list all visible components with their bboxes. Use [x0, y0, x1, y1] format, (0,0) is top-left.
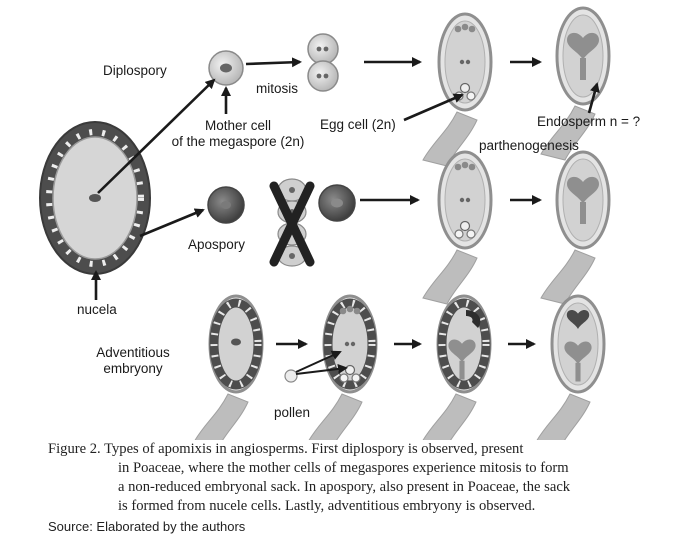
- label-mother-cell: Mother cell of the megaspore (2n): [156, 118, 320, 149]
- label-adventitious-line1: Adventitious: [96, 345, 170, 360]
- arrow-pollen-to-egg-1: [295, 350, 342, 373]
- apomixis-diagram: [39, 6, 611, 440]
- caption-line-2: in Poaceae, where the mother cells of me…: [118, 460, 569, 476]
- adventitious-ovule-3: [420, 294, 492, 440]
- arrow-mother-to-mitosis: [245, 57, 302, 68]
- figure-caption: Figure 2. Types of apomixis in angiosper…: [48, 440, 668, 516]
- label-mitosis: mitosis: [256, 81, 299, 96]
- apospory-initial-cell: [318, 184, 356, 222]
- arrows: [91, 57, 600, 375]
- mother-cell-megaspore: [208, 50, 244, 86]
- arrow-pointer-egg-cell: [403, 93, 464, 122]
- label-apospory: Apospory: [188, 237, 246, 252]
- apospory-embryo-sac: [421, 150, 493, 306]
- source-note: Source: Elaborated by the authors: [48, 519, 246, 534]
- label-endosperm: Endosperm n = ?: [537, 114, 641, 129]
- adventitious-ovule-1: [192, 294, 264, 440]
- adventitious-ovule-4: [534, 294, 606, 440]
- arrow-pollen-to-egg-2: [295, 363, 348, 375]
- arrow-nucellus-to-mother-cell: [97, 78, 216, 194]
- arrow-nucellus-to-apospory: [139, 208, 205, 238]
- adventitious-ovule-2: [306, 294, 378, 440]
- apospory-endosperm-sac: [539, 150, 611, 306]
- pollen-grain: [284, 369, 298, 383]
- label-parthenogenesis: parthenogenesis: [479, 138, 579, 153]
- caption-line-3: a non-reduced embryonal sack. In apospor…: [118, 479, 571, 495]
- cross-x-mark: [269, 181, 315, 267]
- nucellus-ovule: [39, 121, 151, 275]
- mitosis-dividing-cell: [307, 33, 339, 92]
- label-adventitious-embryony: Adventitious embryony: [83, 345, 183, 376]
- label-egg-cell: Egg cell (2n): [320, 117, 396, 132]
- caption-line-4: is formed from nucele cells. Lastly, adv…: [118, 498, 536, 514]
- caption-line-1: Figure 2. Types of apomixis in angiosper…: [48, 441, 524, 457]
- arrow-pointer-endosperm: [587, 82, 600, 114]
- label-pollen: pollen: [274, 405, 311, 420]
- label-mother-cell-line2: of the megaspore (2n): [171, 133, 305, 149]
- label-adventitious-line2: embryony: [103, 360, 163, 376]
- label-mother-cell-line1: Mother cell: [204, 118, 272, 133]
- label-nucela: nucela: [77, 302, 117, 317]
- apospory-nucellar-cell: [207, 186, 245, 224]
- label-diplospory: Diplospory: [103, 63, 167, 78]
